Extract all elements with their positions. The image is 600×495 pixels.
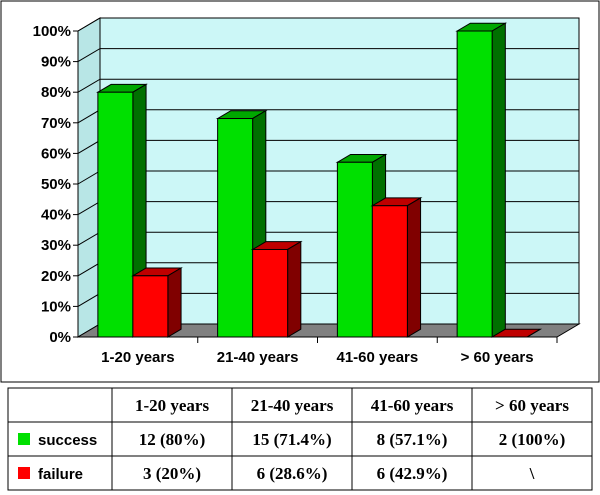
bar-success	[96, 83, 148, 338]
gridline	[77, 48, 579, 63]
table-header-cell: > 60 years	[495, 396, 569, 415]
bar-failure	[370, 197, 423, 338]
table-header-cell: 21-40 years	[251, 396, 334, 415]
bar-front	[217, 118, 254, 338]
bar-side	[287, 240, 302, 338]
table-cell: \	[529, 464, 535, 483]
bar-front	[97, 91, 134, 338]
table-cell: 6 (28.6%)	[257, 464, 328, 483]
y-tick-label: 30%	[41, 237, 71, 254]
bar-front	[132, 275, 169, 338]
legend-label-success: success	[38, 432, 97, 449]
table-frame	[7, 387, 593, 491]
y-tick-label: 50%	[41, 176, 71, 193]
x-category-label: 21-40 years	[217, 349, 299, 366]
x-category-label: 41-60 years	[337, 349, 419, 366]
x-category-label: > 60 years	[461, 349, 534, 366]
y-tick-label: 80%	[41, 84, 71, 101]
y-tick-label: 100%	[33, 23, 71, 40]
legend-label-failure: failure	[38, 466, 83, 483]
legend-swatch-success	[18, 433, 30, 445]
y-tick-label: 70%	[41, 115, 71, 132]
table-cell: 8 (57.1%)	[377, 430, 448, 449]
data-table: 1-20 years 21-40 years 41-60 years > 60 yea…	[7, 387, 593, 491]
y-tick-label: 40%	[41, 207, 71, 224]
table-cell: 6 (42.9%)	[377, 464, 448, 483]
table-cell: 3 (20%)	[143, 464, 201, 483]
y-tick-label: 10%	[41, 298, 71, 315]
bar-failure	[490, 328, 543, 338]
table-cell: 12 (80%)	[139, 430, 206, 449]
bar-side	[491, 22, 506, 338]
bar-front	[456, 30, 493, 338]
y-tick-label: 90%	[41, 54, 71, 71]
bar-front	[336, 161, 373, 338]
gridline	[77, 17, 579, 32]
table-cell: 15 (71.4%)	[252, 430, 331, 449]
x-category-label: 1-20 years	[101, 349, 174, 366]
bar-side	[167, 267, 182, 338]
y-tick-label: 0%	[49, 329, 71, 346]
legend-swatch-failure	[18, 467, 30, 479]
table-header-cell: 41-60 years	[371, 396, 454, 415]
gridline	[77, 78, 579, 93]
y-tick-label: 60%	[41, 145, 71, 162]
y-tick-label: 20%	[41, 268, 71, 285]
table-cell: 2 (100%)	[499, 430, 566, 449]
bar-side	[526, 328, 541, 338]
bar-failure	[250, 240, 303, 338]
bar-success	[455, 22, 508, 338]
bar-failure	[131, 267, 183, 338]
bar-side	[406, 197, 422, 338]
bar-front	[252, 248, 289, 338]
bar-front	[371, 205, 408, 338]
table-header-cell: 1-20 years	[135, 396, 210, 415]
